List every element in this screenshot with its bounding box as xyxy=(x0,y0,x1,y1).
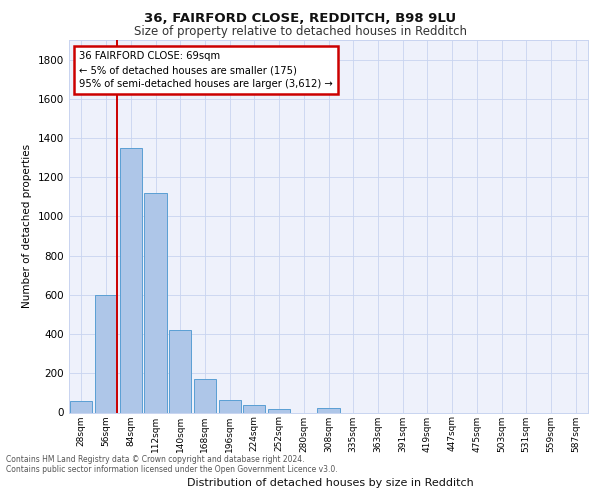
Bar xyxy=(169,330,191,412)
Bar xyxy=(145,193,167,412)
Bar xyxy=(194,379,216,412)
Bar xyxy=(119,148,142,412)
Text: Size of property relative to detached houses in Redditch: Size of property relative to detached ho… xyxy=(133,25,467,38)
Y-axis label: Number of detached properties: Number of detached properties xyxy=(22,144,32,308)
Bar xyxy=(243,404,265,412)
Bar xyxy=(317,408,340,412)
Bar xyxy=(218,400,241,412)
Bar xyxy=(95,295,117,412)
Bar xyxy=(70,400,92,412)
Text: 36, FAIRFORD CLOSE, REDDITCH, B98 9LU: 36, FAIRFORD CLOSE, REDDITCH, B98 9LU xyxy=(144,12,456,26)
Text: Contains HM Land Registry data © Crown copyright and database right 2024.: Contains HM Land Registry data © Crown c… xyxy=(6,455,305,464)
Text: 36 FAIRFORD CLOSE: 69sqm
← 5% of detached houses are smaller (175)
95% of semi-d: 36 FAIRFORD CLOSE: 69sqm ← 5% of detache… xyxy=(79,51,333,89)
Text: Contains public sector information licensed under the Open Government Licence v3: Contains public sector information licen… xyxy=(6,465,338,474)
Text: Distribution of detached houses by size in Redditch: Distribution of detached houses by size … xyxy=(187,478,473,488)
Bar xyxy=(268,408,290,412)
